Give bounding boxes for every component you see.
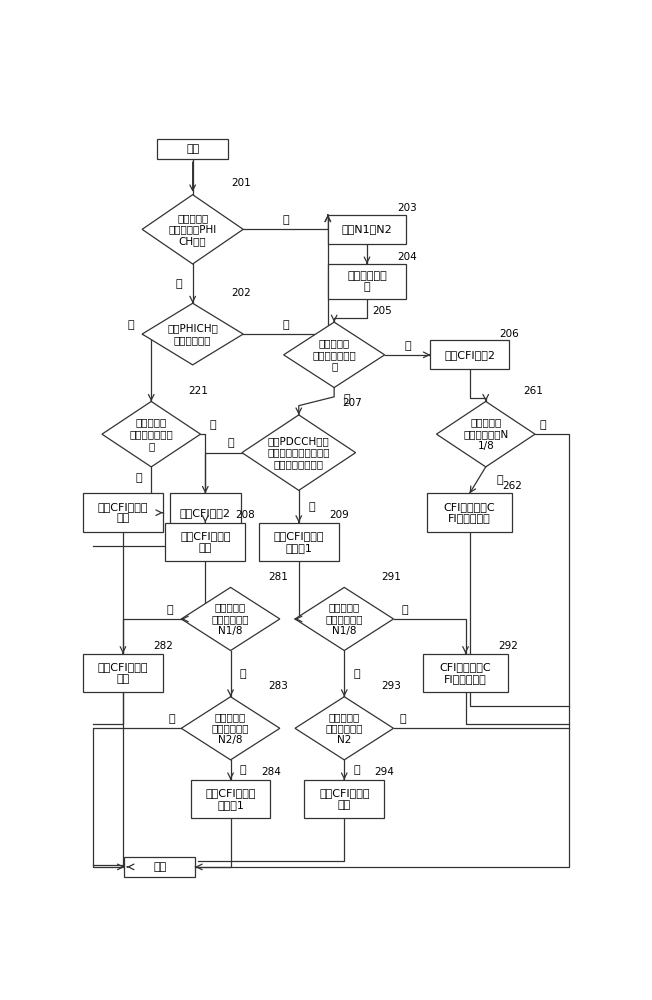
Polygon shape <box>142 303 243 365</box>
Bar <box>423 654 508 692</box>
Bar <box>170 493 241 532</box>
Polygon shape <box>181 587 280 651</box>
Bar <box>125 857 195 877</box>
Text: 确定CFI值为最
大值减1: 确定CFI值为最 大值减1 <box>205 788 256 810</box>
Text: 确定CFI值为最
大值: 确定CFI值为最 大值 <box>319 788 370 810</box>
Bar <box>157 139 228 159</box>
Text: 否: 否 <box>540 420 546 430</box>
Text: 是: 是 <box>175 279 182 289</box>
Text: 205: 205 <box>372 306 393 316</box>
Text: 确定CFI值为2: 确定CFI值为2 <box>180 508 231 518</box>
Text: 否: 否 <box>344 394 350 404</box>
Polygon shape <box>142 195 243 264</box>
Text: 确定CFI值为最
大值: 确定CFI值为最 大值 <box>98 502 148 524</box>
Polygon shape <box>284 322 385 388</box>
Text: 结束: 结束 <box>153 862 166 872</box>
Text: 221: 221 <box>188 386 209 396</box>
Text: 是: 是 <box>497 475 503 485</box>
Text: 283: 283 <box>268 681 288 691</box>
Text: 判断调度用
户数是否大于
N2: 判断调度用 户数是否大于 N2 <box>325 712 363 745</box>
Text: 是: 是 <box>404 341 411 351</box>
Text: 否: 否 <box>169 714 175 724</box>
Polygon shape <box>295 587 394 651</box>
Text: 262: 262 <box>502 481 522 491</box>
Text: 291: 291 <box>381 572 402 582</box>
Bar <box>304 780 384 818</box>
Bar <box>328 215 406 244</box>
Text: 204: 204 <box>397 252 417 262</box>
Text: 判断当前子
帧是否采用PHI
CH传输: 判断当前子 帧是否采用PHI CH传输 <box>168 213 217 246</box>
Text: 209: 209 <box>329 510 349 520</box>
Text: 否: 否 <box>128 320 134 330</box>
Text: 208: 208 <box>235 510 256 520</box>
Text: 判断调度用
户数是否小于
N1/8: 判断调度用 户数是否小于 N1/8 <box>212 602 249 636</box>
Text: 否: 否 <box>282 215 289 225</box>
Bar <box>328 264 406 299</box>
Text: 203: 203 <box>397 203 417 213</box>
Polygon shape <box>181 697 280 760</box>
Text: 202: 202 <box>231 288 251 298</box>
Text: 开始: 开始 <box>186 144 200 154</box>
Text: 207: 207 <box>342 398 362 408</box>
Text: 否: 否 <box>135 473 142 483</box>
Bar <box>83 654 163 692</box>
Text: 确定CFI值为最
大值减1: 确定CFI值为最 大值减1 <box>274 531 324 553</box>
Text: 确定CFI值为最
大值: 确定CFI值为最 大值 <box>180 531 231 553</box>
Text: 281: 281 <box>268 572 288 582</box>
Text: 判断调度用
户数是否小于
N1/8: 判断调度用 户数是否小于 N1/8 <box>325 602 363 636</box>
Text: 判断当前子
帧是否为特殊子
帧: 判断当前子 帧是否为特殊子 帧 <box>129 418 173 451</box>
Polygon shape <box>242 415 355 490</box>
Text: 判断调度用
户数是否小于N
1/8: 判断调度用 户数是否小于N 1/8 <box>463 418 509 451</box>
Bar <box>259 523 338 561</box>
Text: 是: 是 <box>282 320 289 330</box>
Text: 是: 是 <box>240 765 246 775</box>
Text: 是: 是 <box>210 420 216 430</box>
Text: CFI值为确定C
FI值为最小值: CFI值为确定C FI值为最小值 <box>444 502 496 524</box>
Text: CFI值为确定C
FI值为最小值: CFI值为确定C FI值为最小值 <box>439 662 492 684</box>
Text: 获取调度用户
数: 获取调度用户 数 <box>347 271 387 292</box>
Text: 确定CFI值为最
小值: 确定CFI值为最 小值 <box>98 662 148 684</box>
Text: 否: 否 <box>353 669 360 679</box>
Bar <box>190 780 271 818</box>
Bar <box>427 493 512 532</box>
Bar <box>83 493 163 532</box>
Polygon shape <box>436 401 535 467</box>
Text: 否: 否 <box>399 714 406 724</box>
Text: 261: 261 <box>523 386 543 396</box>
Text: 284: 284 <box>261 767 281 777</box>
Polygon shape <box>295 697 394 760</box>
Bar <box>430 340 509 369</box>
Text: 201: 201 <box>231 178 251 188</box>
Text: 判断PHICH是
否为普通模式: 判断PHICH是 否为普通模式 <box>167 323 218 345</box>
Text: 计算N1、N2: 计算N1、N2 <box>342 224 393 234</box>
Text: 判断当前子
帧是否为特殊子
帧: 判断当前子 帧是否为特殊子 帧 <box>312 338 356 371</box>
Text: 是: 是 <box>353 765 360 775</box>
Text: 是: 是 <box>167 605 173 615</box>
Text: 是: 是 <box>402 605 408 615</box>
Polygon shape <box>102 401 201 467</box>
Text: 判断调度用
户数是否小于
N2/8: 判断调度用 户数是否小于 N2/8 <box>212 712 249 745</box>
Text: 是: 是 <box>228 438 234 448</box>
Text: 294: 294 <box>375 767 394 777</box>
Text: 282: 282 <box>153 641 173 651</box>
Text: 判断PDCCH是否
既传输上行控制信息又
传输下行控制信息: 判断PDCCH是否 既传输上行控制信息又 传输下行控制信息 <box>267 436 330 469</box>
Text: 206: 206 <box>499 329 519 339</box>
Text: 确定CFI值为2: 确定CFI值为2 <box>444 350 495 360</box>
Text: 292: 292 <box>497 641 518 651</box>
Text: 否: 否 <box>308 502 315 512</box>
Bar <box>166 523 245 561</box>
Text: 否: 否 <box>240 669 246 679</box>
Text: 293: 293 <box>381 681 402 691</box>
